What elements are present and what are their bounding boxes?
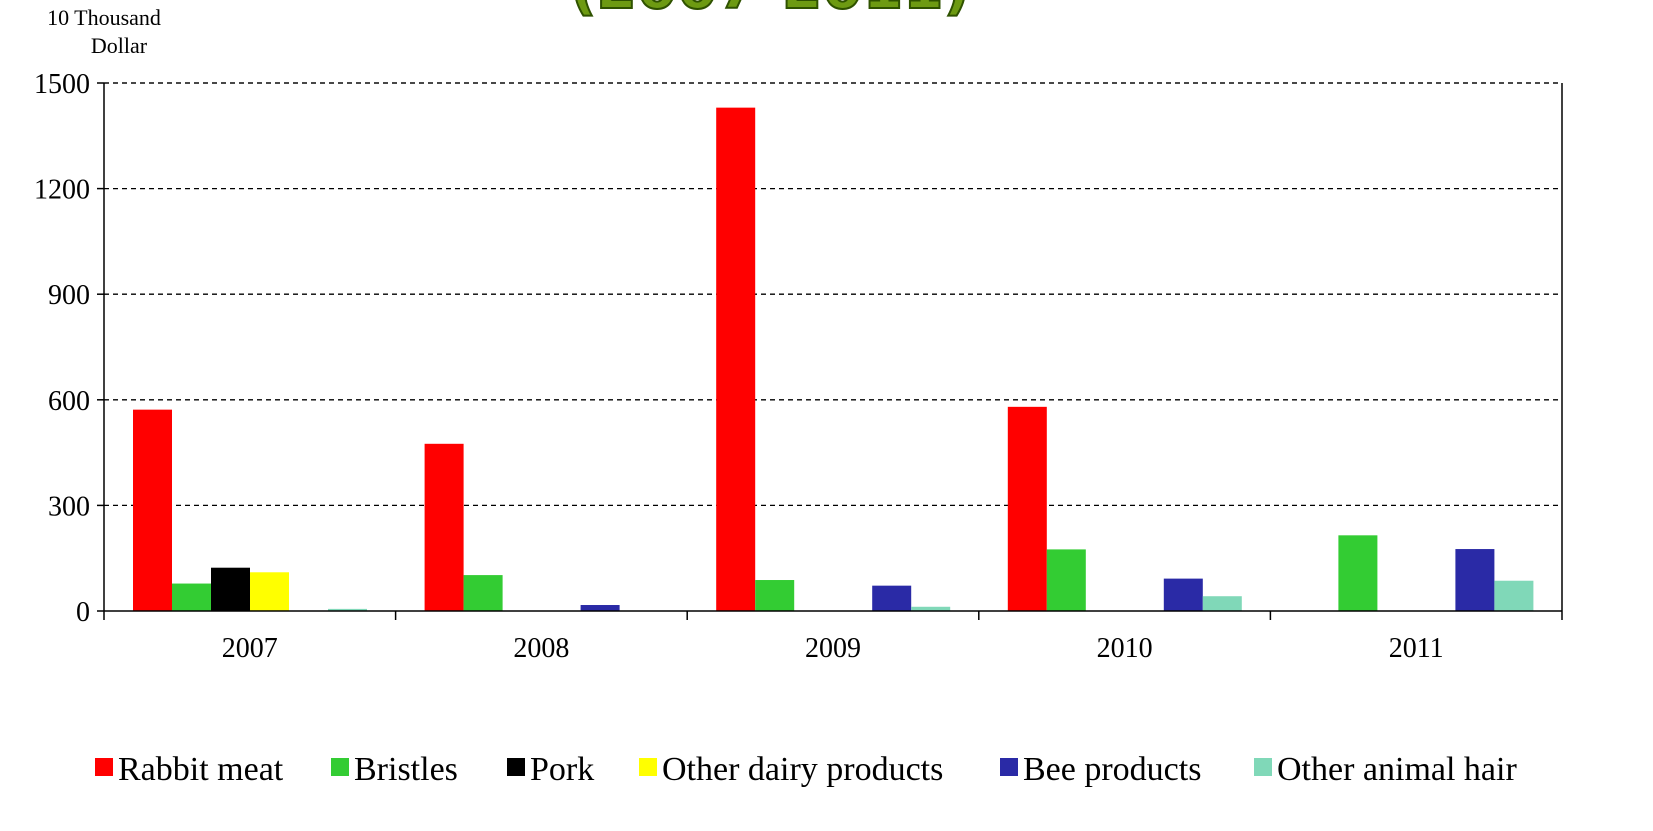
legend-item: Bee products (1000, 751, 1201, 788)
bar-other-dairy-products-2007 (250, 572, 289, 611)
legend-swatch (95, 758, 113, 776)
legend-label: Rabbit meat (118, 751, 284, 788)
chart-title: (2007-2011) (570, 0, 970, 22)
legend-label: Bee products (1023, 751, 1201, 788)
legend-item: Other dairy products (639, 751, 943, 788)
bar-rabbit-meat-2009 (716, 107, 756, 611)
legend-item: Bristles (331, 751, 458, 788)
y-unit-label-line2: Dollar (91, 33, 148, 58)
legend-label: Pork (530, 751, 594, 788)
legend-item: Pork (507, 751, 594, 788)
legend-swatch (331, 758, 349, 776)
x-tick-labels: 2007 2008 2009 2010 2011 (222, 633, 1444, 664)
x-tick-label: 2010 (1097, 633, 1153, 664)
legend-item: Other animal hair (1254, 751, 1517, 788)
legend: Rabbit meat Bristles Pork Other dairy produ… (95, 751, 1517, 788)
grid-lines (104, 82, 1562, 507)
bar-bee-products-2008 (580, 605, 620, 611)
y-tick-label: 900 (48, 280, 90, 311)
bar-other-animal-hair-2007 (328, 608, 367, 611)
bar-bristles-2007 (172, 583, 211, 611)
legend-swatch (507, 758, 525, 776)
y-tick-label: 1200 (34, 175, 90, 206)
x-tick-label: 2008 (513, 633, 569, 664)
bars (133, 107, 1534, 611)
bar-bee-products-2010 (1163, 578, 1203, 611)
bar-bee-products-2009 (872, 585, 912, 611)
bar-rabbit-meat-2008 (424, 443, 464, 611)
legend-label: Bristles (354, 751, 458, 788)
y-tick-label: 300 (48, 491, 90, 522)
bar-other-animal-hair-2010 (1202, 596, 1242, 611)
x-tick-label: 2011 (1389, 633, 1444, 664)
bar-bristles-2010 (1046, 549, 1086, 611)
bar-rabbit-meat-2007 (133, 409, 172, 611)
legend-label: Other dairy products (662, 751, 943, 788)
axes (97, 82, 1563, 620)
y-tick-label: 0 (76, 597, 90, 628)
bar-bee-products-2011 (1455, 549, 1495, 611)
bar-pork-2007 (211, 567, 250, 611)
y-unit-label-line1: 10 Thousand (47, 5, 161, 30)
bar-rabbit-meat-2010 (1007, 406, 1047, 611)
legend-label: Other animal hair (1277, 751, 1517, 788)
x-tick-label: 2007 (222, 633, 278, 664)
y-tick-label: 600 (48, 386, 90, 417)
legend-swatch (639, 758, 657, 776)
bar-bristles-2009 (755, 580, 795, 611)
legend-swatch (1254, 758, 1272, 776)
y-tick-label: 1500 (34, 69, 90, 100)
legend-swatch (1000, 758, 1018, 776)
legend-item: Rabbit meat (95, 751, 284, 788)
x-tick-label: 2009 (805, 633, 861, 664)
bar-bristles-2011 (1338, 535, 1378, 611)
bar-bristles-2008 (463, 575, 503, 611)
y-tick-labels: 0 300 600 900 1200 1500 (34, 69, 90, 628)
bar-other-animal-hair-2009 (911, 606, 951, 611)
bar-other-animal-hair-2011 (1494, 580, 1534, 611)
